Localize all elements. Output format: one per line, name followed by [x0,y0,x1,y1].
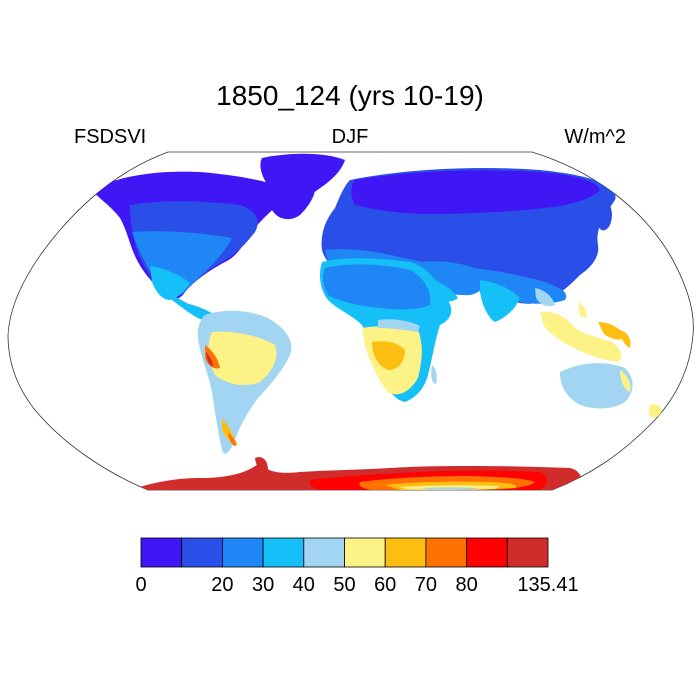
colorbar-swatch [425,537,467,568]
season-label: DJF [331,126,369,148]
colorbar-swatch [262,537,305,568]
colorbar-swatch [466,537,508,568]
colorbar-swatch [506,537,549,568]
colorbar-tick-label: 135.41 [517,574,579,596]
colorbar-tick-label: 50 [333,574,356,596]
variable-label: FSDSVI [74,126,147,148]
south-america [197,310,292,454]
colorbar-swatch [384,537,427,568]
colorbar-swatch [221,537,264,568]
units-label: W/m^2 [564,126,626,148]
colorbar-tick-label: 30 [251,574,275,596]
map-title: 1850_124 (yrs 10-19) [216,80,484,111]
colorbar-tick-label: 0 [135,574,147,596]
colorbar-swatch [344,537,386,568]
australia [560,363,662,418]
greenland [260,153,345,198]
colorbar-tick-label: 20 [211,574,234,596]
africa [320,258,452,402]
colorbar-swatch [181,537,223,568]
maritime-continent [540,302,631,362]
colorbar-tick-label: 40 [292,574,315,596]
colorbar-tick-label: 70 [414,574,438,596]
colorbar-tick-label: 60 [374,574,397,596]
colorbar-swatch [140,537,183,568]
colorbar-swatch [303,537,345,568]
antarctica [130,457,582,490]
colorbar-tick-label: 80 [455,574,478,596]
